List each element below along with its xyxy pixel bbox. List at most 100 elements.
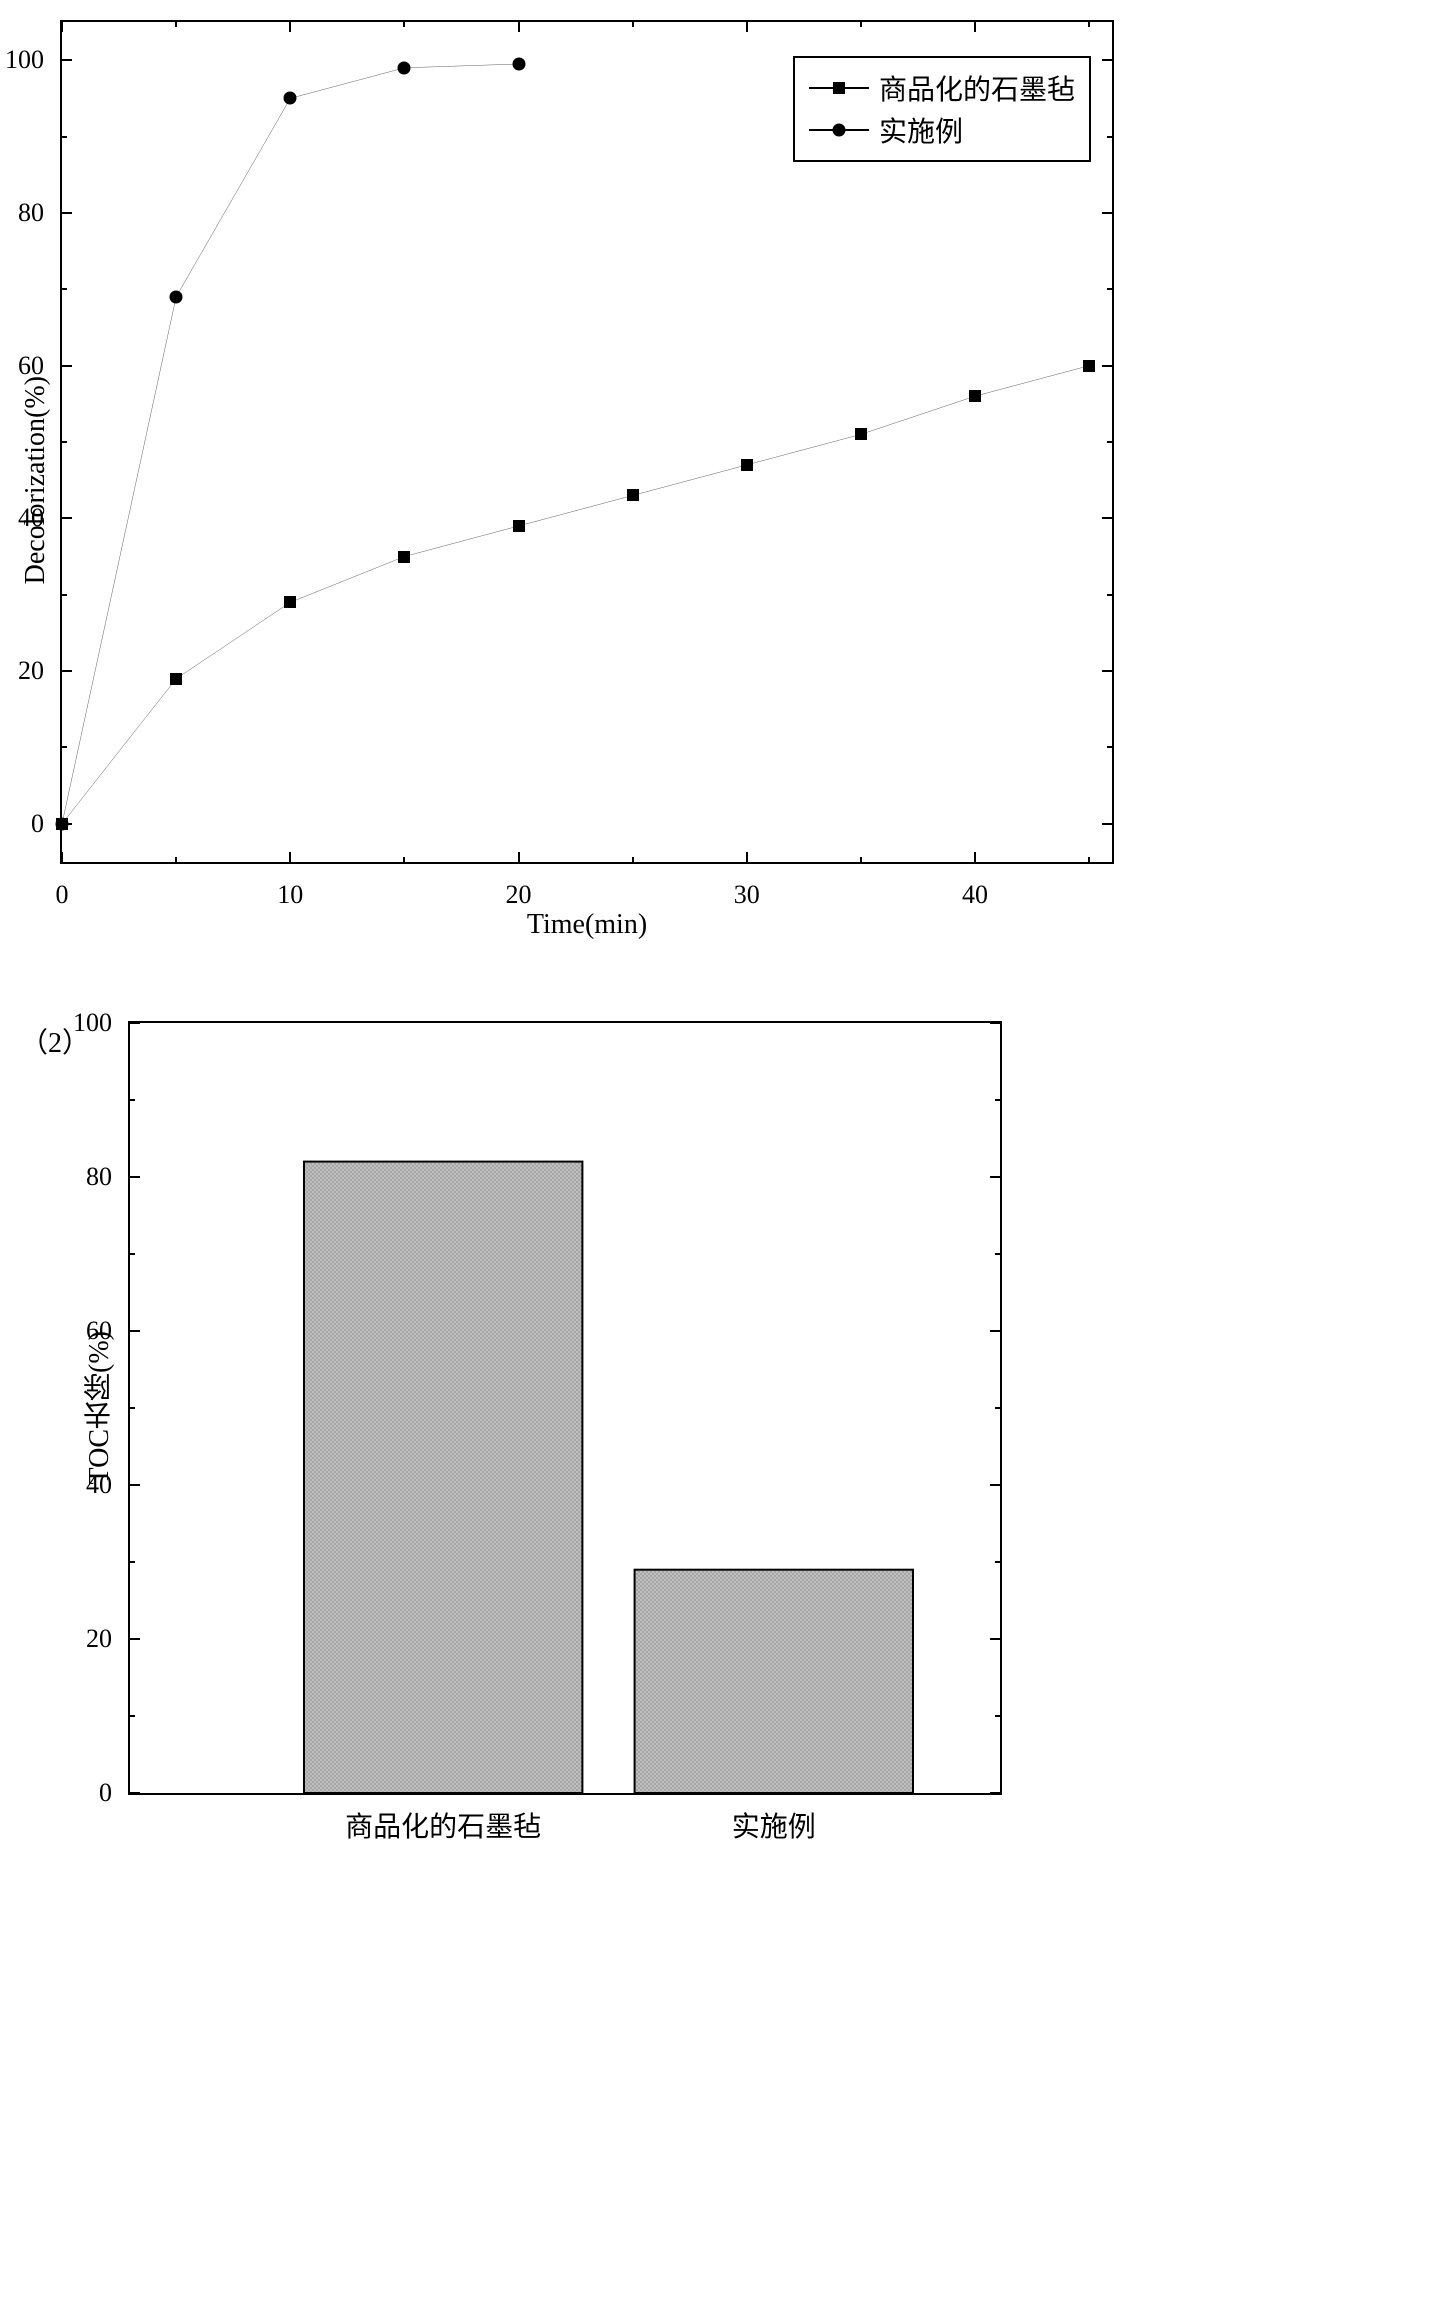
ytick-minor (995, 1253, 1000, 1255)
ytick-minor (130, 1253, 135, 1255)
xtick-label: 0 (56, 862, 69, 910)
xtick-minor (632, 22, 634, 27)
ytick-minor (62, 136, 67, 138)
legend-item-commercial: 商品化的石墨毡 (809, 68, 1075, 108)
line-chart-xlabel: Time(min) (60, 909, 1114, 941)
marker-commercial (284, 596, 296, 608)
ytick-label: 40 (18, 503, 62, 533)
marker-example (398, 61, 411, 74)
marker-example (512, 58, 525, 71)
ytick-mark (130, 1484, 140, 1486)
legend-line-icon (809, 87, 869, 89)
xtick-mark (974, 852, 976, 862)
ytick-minor (130, 1561, 135, 1563)
series-line-commercial (62, 366, 1089, 824)
ytick-mark (1102, 517, 1112, 519)
marker-commercial (741, 459, 753, 471)
xtick-label: 40 (962, 862, 988, 910)
ytick-minor (62, 746, 67, 748)
marker-commercial (170, 673, 182, 685)
ytick-label: 100 (73, 1008, 130, 1038)
ytick-mark (1102, 59, 1112, 61)
xtick-label: 30 (734, 862, 760, 910)
ytick-mark (1102, 670, 1112, 672)
ytick-label: 80 (18, 198, 62, 228)
xtick-mark (746, 852, 748, 862)
ytick-minor (995, 1099, 1000, 1101)
line-chart: Decolorization(%) 商品化的石墨毡 实施例 0 20 4 (20, 20, 1409, 941)
legend-label: 商品化的石墨毡 (879, 68, 1075, 108)
ytick-minor (1107, 288, 1112, 290)
ytick-mark (990, 1176, 1000, 1178)
xtick-label: 20 (506, 862, 532, 910)
ytick-minor (130, 1099, 135, 1101)
xtick-mark (289, 22, 291, 32)
ytick-mark (990, 1022, 1000, 1024)
xtick-minor (403, 857, 405, 862)
line-chart-legend: 商品化的石墨毡 实施例 (793, 56, 1091, 162)
marker-commercial (398, 551, 410, 563)
ytick-mark (130, 1792, 140, 1794)
legend-line-icon (809, 129, 869, 131)
bar-chart-svg (130, 1023, 1000, 1793)
xtick-minor (175, 22, 177, 27)
ytick-label: 0 (99, 1778, 130, 1808)
ytick-label: 60 (18, 351, 62, 381)
ytick-minor (130, 1407, 135, 1409)
ytick-mark (62, 517, 72, 519)
legend-marker-icon (833, 82, 845, 94)
ytick-label: 100 (5, 45, 62, 75)
marker-commercial (969, 390, 981, 402)
marker-commercial (855, 428, 867, 440)
xtick-mark (746, 22, 748, 32)
ytick-label: 60 (86, 1316, 130, 1346)
xtick-minor (632, 857, 634, 862)
xtick-mark (518, 22, 520, 32)
ytick-mark (990, 1792, 1000, 1794)
ytick-mark (130, 1176, 140, 1178)
ytick-mark (1102, 365, 1112, 367)
marker-example (56, 817, 69, 830)
ytick-mark (62, 212, 72, 214)
xtick-minor (1088, 857, 1090, 862)
ytick-mark (990, 1638, 1000, 1640)
xtick-minor (1088, 22, 1090, 27)
marker-commercial (627, 489, 639, 501)
xtick-mark (974, 22, 976, 32)
ytick-mark (62, 59, 72, 61)
legend-label: 实施例 (879, 110, 963, 150)
legend-item-example: 实施例 (809, 110, 1075, 150)
ytick-minor (130, 1715, 135, 1717)
bar-0 (304, 1162, 582, 1793)
xtick-minor (403, 22, 405, 27)
line-chart-plot-area: 商品化的石墨毡 实施例 0 20 40 60 80 100 (60, 20, 1114, 864)
bar-category-label: 实施例 (732, 1793, 816, 1845)
xtick-mark (518, 852, 520, 862)
ytick-label: 20 (18, 656, 62, 686)
ytick-label: 40 (86, 1470, 130, 1500)
ytick-mark (1102, 212, 1112, 214)
bar-chart-ylabel: TOC去除(%) (80, 1331, 120, 1484)
marker-example (170, 290, 183, 303)
series-line-example (62, 64, 519, 824)
ytick-minor (995, 1715, 1000, 1717)
xtick-minor (175, 857, 177, 862)
marker-example (284, 92, 297, 105)
ytick-minor (1107, 441, 1112, 443)
marker-commercial (1083, 360, 1095, 372)
bar-chart-plot-area: 0 20 40 60 80 100 商品化的石墨毡实施例 (128, 1021, 1002, 1795)
marker-commercial (513, 520, 525, 532)
bar-1 (635, 1570, 913, 1793)
xtick-minor (860, 22, 862, 27)
ytick-minor (1107, 136, 1112, 138)
ytick-minor (62, 288, 67, 290)
line-chart-ylabel: Decolorization(%) (20, 376, 52, 584)
ytick-minor (1107, 746, 1112, 748)
ytick-mark (990, 1330, 1000, 1332)
legend-marker-icon (832, 123, 845, 136)
ytick-mark (1102, 823, 1112, 825)
bar-chart: （2） TOC去除(%) 0 20 40 (80, 1021, 1409, 1795)
ytick-mark (130, 1022, 140, 1024)
xtick-mark (61, 852, 63, 862)
ytick-label: 80 (86, 1162, 130, 1192)
